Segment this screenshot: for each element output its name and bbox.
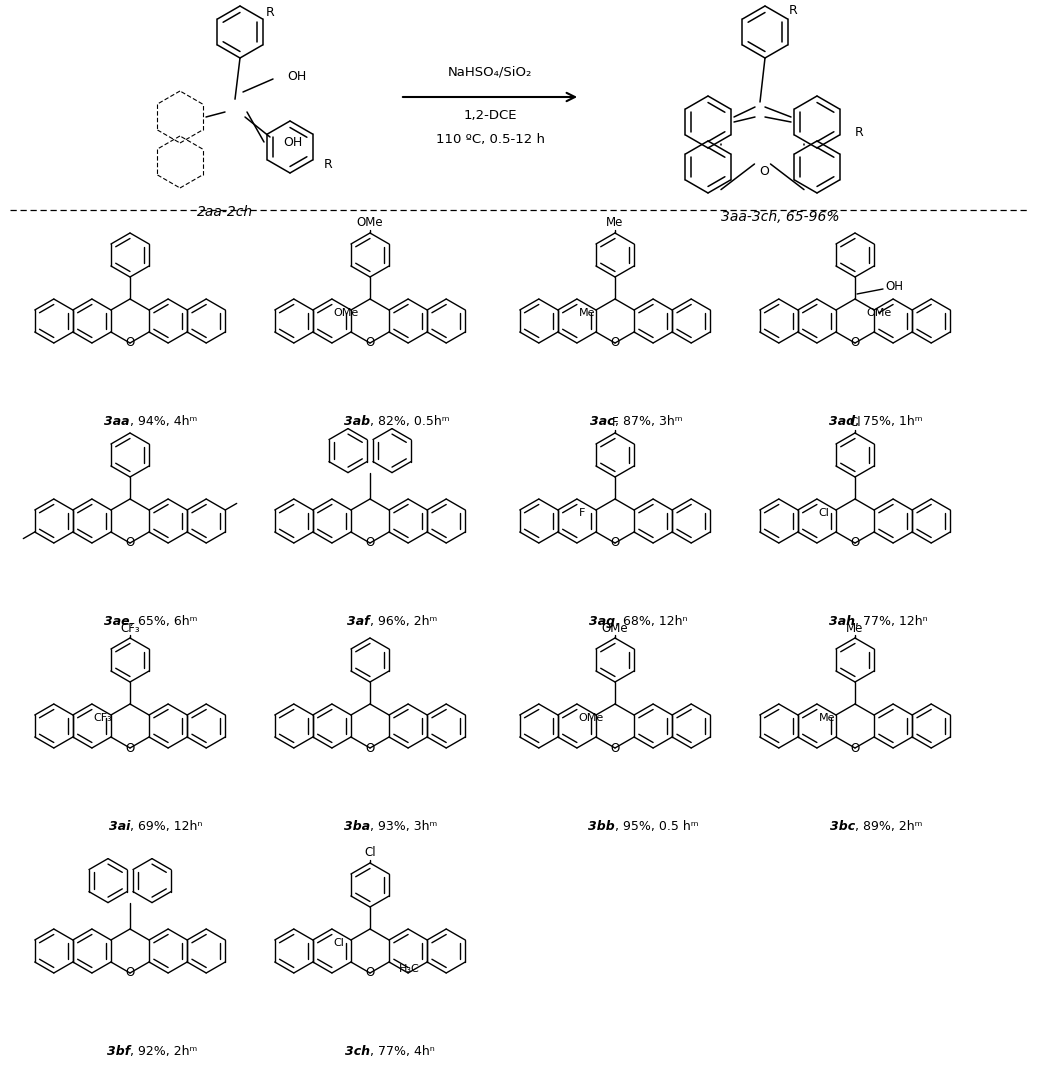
Text: 3af: 3af [347, 615, 370, 628]
Text: 1,2-DCE: 1,2-DCE [464, 109, 516, 122]
Text: , 94%, 4hᵐ: , 94%, 4hᵐ [130, 415, 197, 428]
Text: NaHSO₄/SiO₂: NaHSO₄/SiO₂ [448, 65, 532, 78]
Text: , 65%, 6hᵐ: , 65%, 6hᵐ [130, 615, 197, 628]
Text: R: R [265, 5, 275, 18]
Text: , 96%, 2hᵐ: , 96%, 2hᵐ [370, 615, 438, 628]
Text: 3ac: 3ac [590, 415, 615, 428]
Text: , 87%, 3hᵐ: , 87%, 3hᵐ [615, 415, 682, 428]
Text: O: O [365, 741, 374, 754]
Text: R: R [788, 3, 797, 16]
Text: O: O [125, 337, 135, 350]
Text: Me: Me [607, 216, 623, 229]
Text: O: O [850, 741, 860, 754]
Text: , 93%, 3hᵐ: , 93%, 3hᵐ [370, 820, 438, 833]
Text: 3bc: 3bc [830, 820, 854, 833]
Text: , 77%, 4hⁿ: , 77%, 4hⁿ [370, 1045, 435, 1058]
Text: 110 ºC, 0.5-12 h: 110 ºC, 0.5-12 h [436, 133, 544, 146]
Text: OMe: OMe [334, 308, 359, 318]
Text: F: F [579, 508, 585, 518]
Text: 3bf: 3bf [107, 1045, 130, 1058]
Text: OH: OH [287, 71, 306, 84]
Text: 3ad: 3ad [829, 415, 854, 428]
Text: OMe: OMe [866, 308, 891, 318]
Text: , 95%, 0.5 hᵐ: , 95%, 0.5 hᵐ [615, 820, 699, 833]
Text: Cl: Cl [849, 416, 861, 429]
Text: , 75%, 1hᵐ: , 75%, 1hᵐ [854, 415, 923, 428]
Text: , 82%, 0.5hᵐ: , 82%, 0.5hᵐ [370, 415, 449, 428]
Text: O: O [850, 337, 860, 350]
Text: Me: Me [579, 308, 595, 318]
Text: O: O [365, 966, 374, 979]
Text: , 89%, 2hᵐ: , 89%, 2hᵐ [854, 820, 922, 833]
Text: O: O [611, 741, 620, 754]
Text: 3ag: 3ag [589, 615, 615, 628]
Text: O: O [125, 966, 135, 979]
Text: OMe: OMe [601, 622, 628, 635]
Text: O: O [611, 337, 620, 350]
Text: OH: OH [885, 280, 903, 293]
Text: OMe: OMe [357, 216, 384, 229]
Text: OH: OH [283, 136, 302, 149]
Text: 3ah: 3ah [829, 615, 854, 628]
Text: O: O [611, 537, 620, 550]
Text: 3ai: 3ai [109, 820, 130, 833]
Text: 3bb: 3bb [588, 820, 615, 833]
Text: R: R [324, 159, 333, 172]
Text: 3aa-3ch, 65-96%: 3aa-3ch, 65-96% [721, 210, 839, 224]
Text: OMe: OMe [579, 713, 604, 723]
Text: 3ab: 3ab [344, 415, 370, 428]
Text: 2aa-2ch: 2aa-2ch [197, 205, 253, 218]
Text: CF₃: CF₃ [120, 622, 140, 635]
Text: O: O [365, 537, 374, 550]
Text: O: O [125, 741, 135, 754]
Text: 3ch: 3ch [345, 1045, 370, 1058]
Text: F: F [612, 416, 618, 429]
Text: Cl: Cl [819, 508, 830, 518]
Text: , 77%, 12hⁿ: , 77%, 12hⁿ [854, 615, 928, 628]
Text: Me: Me [819, 713, 835, 723]
Text: CF₃: CF₃ [93, 713, 113, 723]
Text: O: O [759, 165, 769, 178]
Text: O: O [125, 537, 135, 550]
Text: 3ba: 3ba [344, 820, 370, 833]
Text: R: R [854, 125, 864, 138]
Text: 3ae: 3ae [105, 615, 130, 628]
Text: , 69%, 12hⁿ: , 69%, 12hⁿ [130, 820, 202, 833]
Text: 3aa: 3aa [105, 415, 130, 428]
Text: , 92%, 2hᵐ: , 92%, 2hᵐ [130, 1045, 197, 1058]
Text: O: O [850, 537, 860, 550]
Text: Me: Me [846, 622, 864, 635]
Text: Cl: Cl [364, 847, 375, 860]
Text: H₃C: H₃C [398, 963, 419, 974]
Text: O: O [365, 337, 374, 350]
Text: Cl: Cl [334, 938, 344, 948]
Text: , 68%, 12hⁿ: , 68%, 12hⁿ [615, 615, 688, 628]
